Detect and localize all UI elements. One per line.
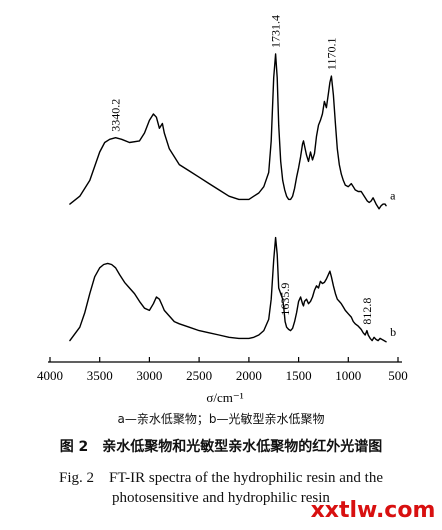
peak-label: 1170.1 bbox=[324, 38, 338, 71]
x-tick-label: 2000 bbox=[236, 368, 262, 383]
x-tick-label: 3000 bbox=[136, 368, 162, 383]
series-label-a: a bbox=[390, 189, 396, 203]
series-label-b: b bbox=[390, 325, 396, 339]
peak-label: 812.8 bbox=[360, 298, 374, 325]
spectrum-traces: ab bbox=[69, 53, 396, 343]
spectrum-line-b bbox=[69, 236, 387, 343]
spectrum-line-a bbox=[69, 53, 387, 210]
peak-label: 1635.9 bbox=[278, 283, 292, 316]
x-tick-label: 1000 bbox=[335, 368, 361, 383]
figure-title-english-line2: photosensitive and hydrophilic resin bbox=[112, 490, 330, 506]
watermark-logo: xxtlw.com bbox=[306, 492, 440, 526]
x-tick-label: 4000 bbox=[37, 368, 63, 383]
peak-labels: 3340.2 1731.4 1170.1 1635.9 812.8 bbox=[109, 15, 374, 325]
figure-title-english-line1: Fig. 2 FT-IR spectra of the hydrophilic … bbox=[59, 470, 383, 486]
watermark-text: xxtlw.com bbox=[311, 498, 436, 523]
figure-legend: a—亲水低聚物；b—光敏型亲水低聚物 bbox=[117, 412, 325, 426]
x-tick-label: 1500 bbox=[286, 368, 312, 383]
peak-label: 3340.2 bbox=[109, 99, 123, 132]
x-tick-label: 3500 bbox=[87, 368, 113, 383]
x-tick-label: 500 bbox=[388, 368, 408, 383]
figure-title-chinese: 图 2 亲水低聚物和光敏型亲水低聚物的红外光谱图 bbox=[59, 439, 383, 455]
x-axis-label: σ/cm⁻¹ bbox=[206, 390, 243, 405]
x-tick-label: 2500 bbox=[186, 368, 212, 383]
peak-label: 1731.4 bbox=[269, 15, 283, 48]
x-axis-ticks: 4000 3500 3000 2500 2000 1500 1000 500 bbox=[37, 357, 408, 383]
